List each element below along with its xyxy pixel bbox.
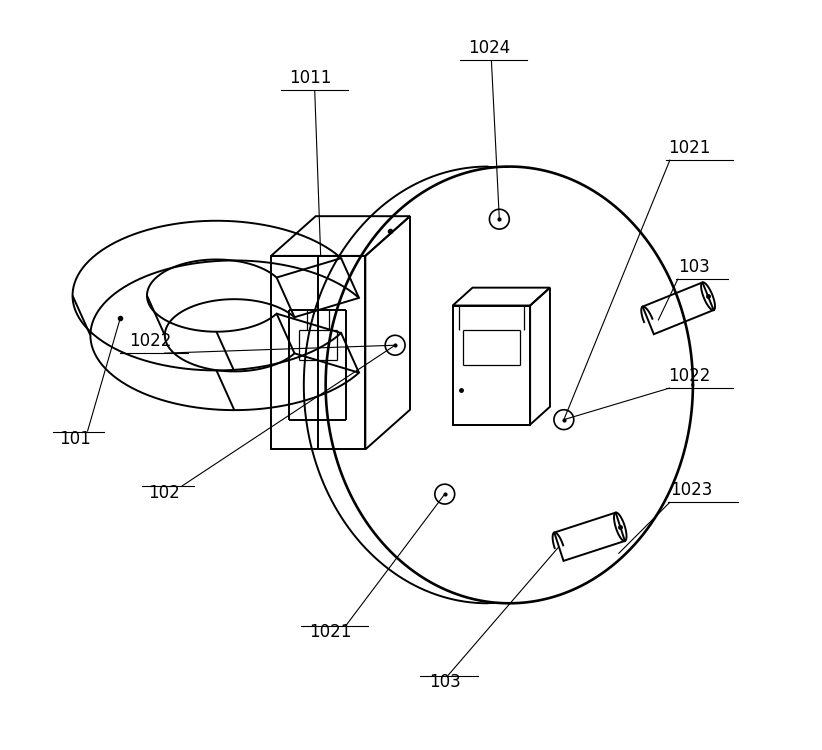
Text: 101: 101 xyxy=(58,430,90,448)
Text: 1023: 1023 xyxy=(670,481,713,499)
Text: 1021: 1021 xyxy=(309,623,352,641)
Text: 1021: 1021 xyxy=(668,139,710,157)
Text: 1024: 1024 xyxy=(469,39,510,57)
Text: 103: 103 xyxy=(429,673,460,691)
Text: 103: 103 xyxy=(678,258,709,276)
Text: 1022: 1022 xyxy=(668,367,710,385)
Text: 102: 102 xyxy=(148,484,180,502)
Text: 1011: 1011 xyxy=(289,69,332,87)
Text: 1022: 1022 xyxy=(129,332,171,350)
